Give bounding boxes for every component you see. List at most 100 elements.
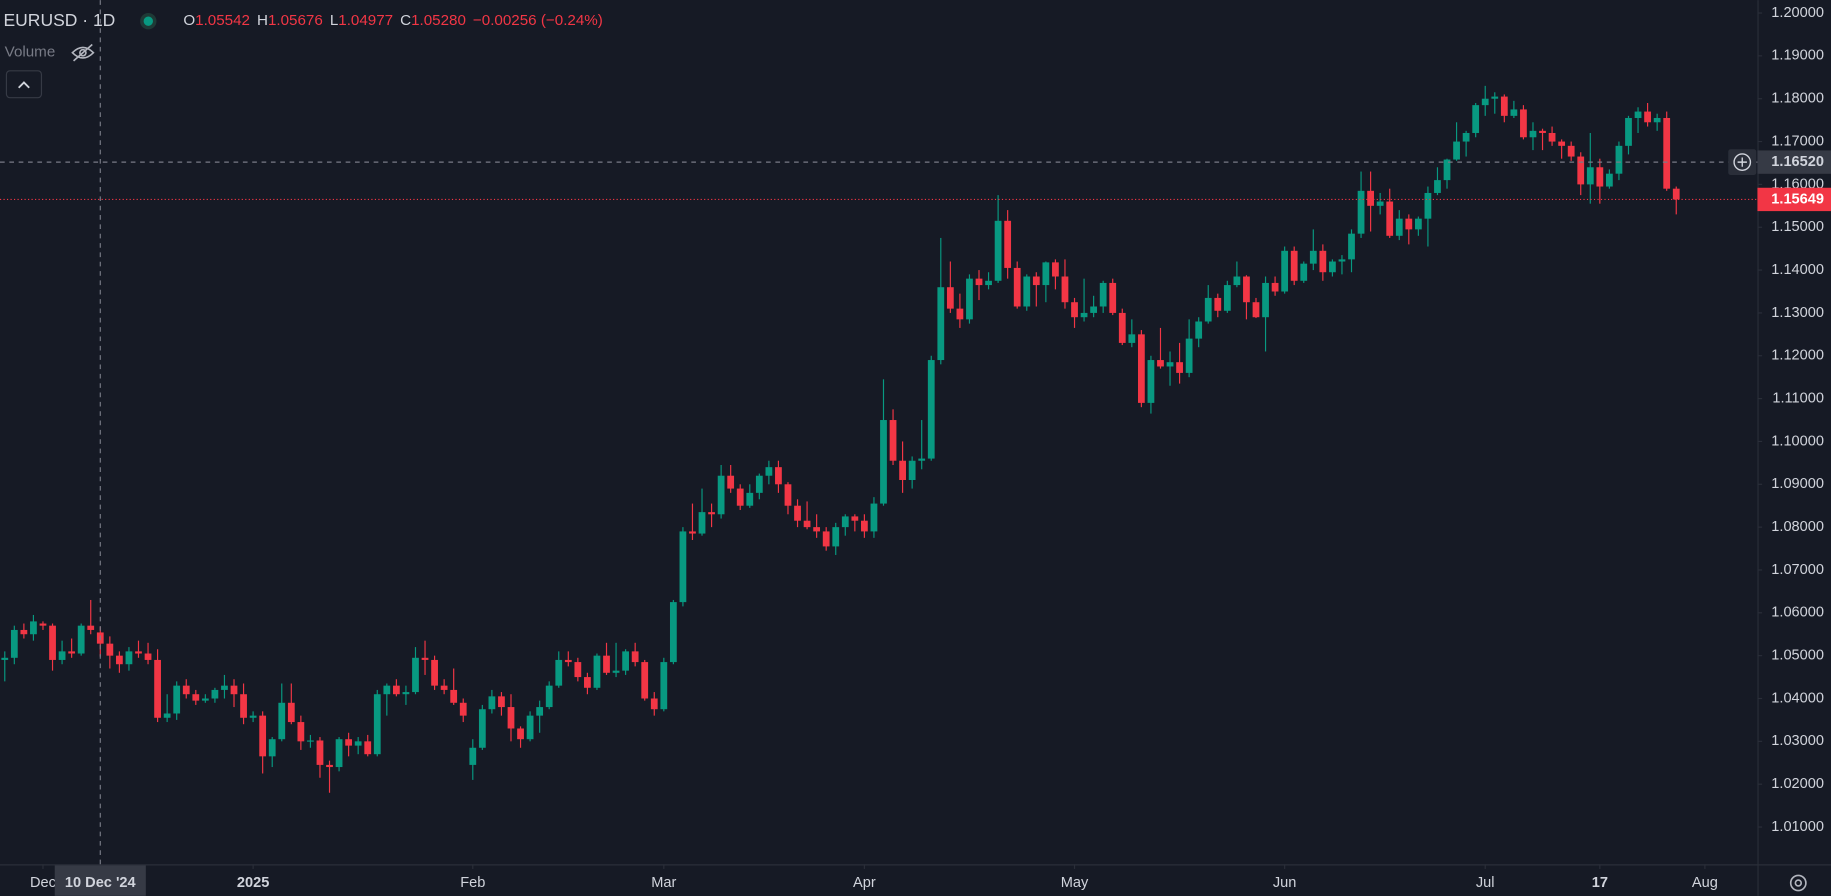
candle-body [1223,285,1231,311]
candle-body [211,689,219,699]
candle-body [1252,302,1260,318]
volume-label[interactable]: Volume [5,44,56,61]
candle-body [249,715,257,718]
candle-body [135,651,142,654]
candle-body [1625,117,1632,146]
candle-body [1357,190,1365,234]
candle-body [440,685,448,690]
add-alert-plus [1737,157,1747,167]
candle-body [1195,321,1203,339]
candle-body [1262,282,1269,318]
candle-body [650,698,658,710]
candle-body [1443,159,1451,181]
change: −0.00256 (−0.24%) [473,12,603,29]
candle-body [813,527,821,532]
candle-body [870,503,878,532]
candle-body [163,713,171,718]
y-tick-label: 1.11000 [1772,390,1824,406]
candle-body [526,715,534,740]
ohlc-name: L [330,12,338,29]
y-tick-label: 1.12000 [1771,348,1824,364]
candle-body [49,625,56,660]
candle-body [1319,250,1327,273]
candle-body [603,655,610,673]
ohlc-name: H [257,12,268,29]
ohlc-name: O [183,12,195,29]
candle-body [1539,130,1546,133]
candle-body [679,531,687,603]
candle-body [1309,250,1317,264]
candle-body [794,505,801,521]
add-alert-button[interactable] [1728,149,1757,175]
x-tick-label: May [1061,875,1089,891]
candle-body [221,685,228,690]
candle-body [861,520,868,532]
x-tick-label: 17 [1592,875,1608,891]
candle-body [660,662,668,710]
eye-off-icon[interactable] [71,43,95,62]
candle-body [354,741,362,746]
x-tick-label: Aug [1692,875,1718,891]
candle-body [517,728,524,740]
candle-body [822,531,830,547]
candle-body [154,659,161,718]
candle-body [1290,250,1298,281]
y-tick-label: 1.08000 [1771,519,1824,535]
ohlc-value: 1.04977 [338,12,393,29]
candle-body [755,475,763,493]
candle-body [1596,167,1604,187]
candle-body [689,531,696,534]
candle-body [278,702,286,740]
crosshair-y-label: 1.16520 [1771,154,1824,170]
candle-body [1606,173,1613,187]
x-tick-label: Mar [651,875,676,891]
candle-body [927,360,935,459]
candle-body [1548,132,1556,142]
candle-body [956,308,964,320]
ohlc-legend: O1.05542 H1.05676 L1.04977 C1.05280 −0.00256… [183,12,603,29]
candle-body [966,278,973,320]
candle-body [1338,259,1346,262]
candle-body [1061,276,1069,303]
x-tick-label: Apr [853,875,876,891]
candle-body [612,670,620,673]
symbol: EURUSD · 1D [4,10,116,30]
y-tick-label: 1.03000 [1771,733,1824,749]
candle-body [10,629,18,658]
candle-body [946,287,954,309]
crosshair-x-box [54,865,146,896]
overlay: Volume EURUSD · 1D O1.05542 H1.05676 L1.049… [4,10,1807,892]
candle-body [899,460,906,481]
candle-body [1071,302,1078,318]
candle-body [345,739,353,746]
x-tick-label: Feb [460,875,485,891]
candle-body [1510,109,1518,116]
candle-body [784,484,792,506]
candle-body [832,527,840,547]
candle-body [1004,220,1012,268]
candle-body [20,629,28,635]
candle-body [593,655,601,688]
candle-body [727,475,735,489]
candle-body [1491,96,1499,99]
candle-body [765,467,773,476]
candle-body [880,420,887,504]
candle-body [1243,276,1250,303]
candle-body [287,702,295,723]
candle-body [1166,362,1174,367]
candle-body [431,659,438,686]
candle-body [1147,360,1155,403]
candle-body [1052,262,1059,277]
y-tick-label: 1.14000 [1771,262,1824,278]
candle-body [1577,156,1585,185]
candle-body [87,625,95,630]
collapse-button[interactable] [5,70,43,99]
candle-body [985,280,992,286]
candle-body [1462,132,1470,142]
candle-body [1376,201,1384,206]
settings-icon[interactable] [1789,874,1807,892]
candle-body [918,458,926,461]
candle-body [641,662,649,699]
y-tick-label: 1.18000 [1771,91,1824,107]
status-dot[interactable] [143,16,153,26]
